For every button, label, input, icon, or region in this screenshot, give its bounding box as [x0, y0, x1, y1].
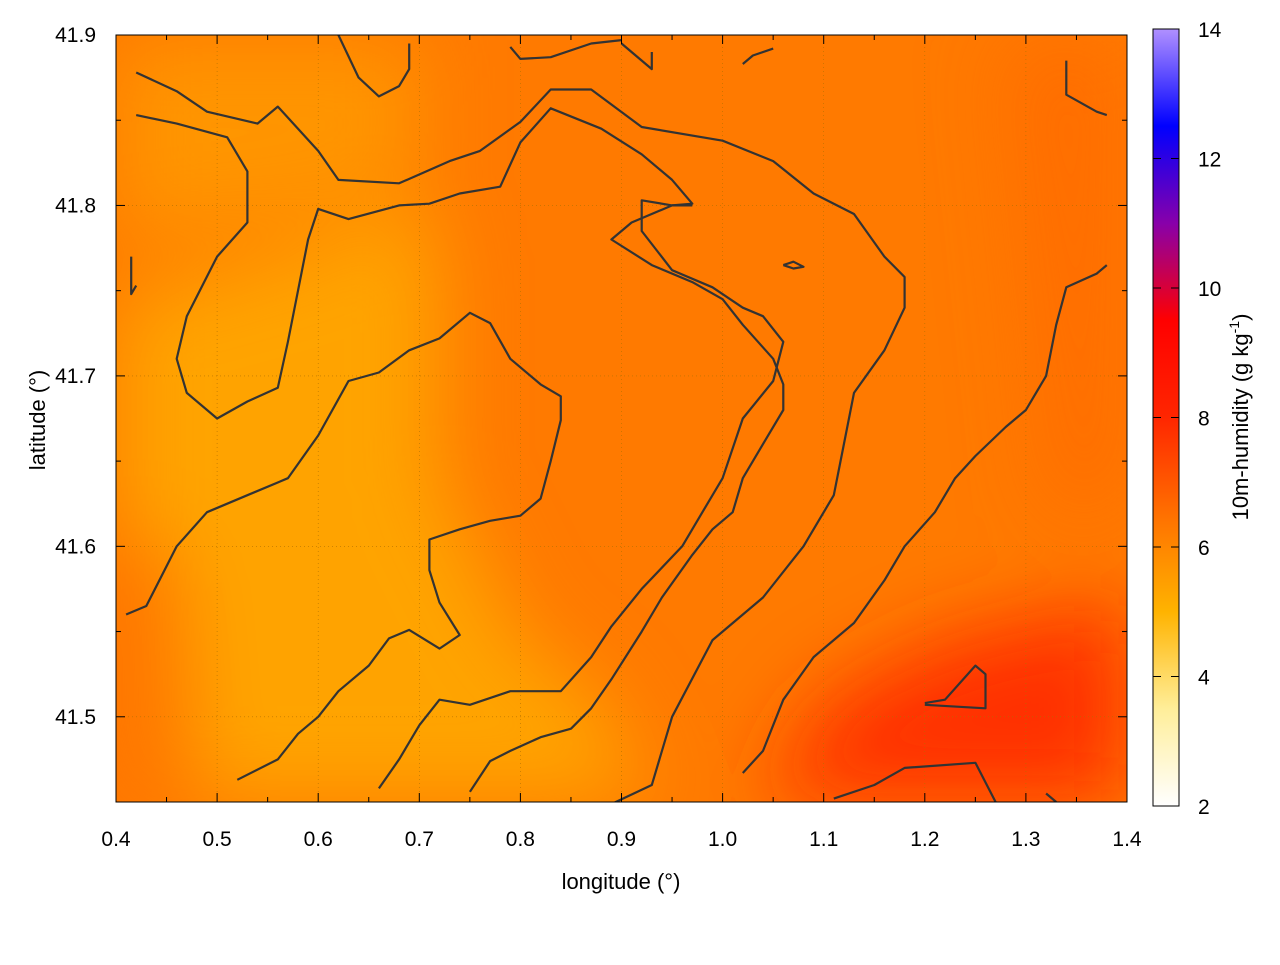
contour-line-c1 [135, 71, 906, 802]
humidity-heatmap [116, 35, 1127, 802]
colorbar-tick-label: 14 [1198, 19, 1222, 42]
y-tick-label: 41.5 [55, 706, 96, 729]
contour-line-c14 [130, 256, 138, 296]
x-tick-label: 0.4 [101, 828, 131, 851]
colorbar-tick-label: 8 [1198, 408, 1210, 431]
contour-lines [125, 35, 1108, 802]
heatmap-zone-east [1000, 40, 1127, 520]
y-axis-title: latitude (°) [25, 370, 50, 471]
contour-line-c12 [1065, 60, 1108, 117]
colorbar-title-sup: -1 [1226, 321, 1242, 334]
x-tick-label: 0.7 [405, 828, 434, 851]
grid [116, 35, 1127, 802]
x-tick-label: 0.8 [506, 828, 535, 851]
contour-line-c8 [337, 35, 411, 98]
x-tick-label: 0.9 [607, 828, 636, 851]
contour-line-c3 [125, 311, 562, 781]
x-tick-label: 1.4 [1112, 828, 1142, 851]
contour-line-c6 [833, 761, 997, 802]
x-tick-label: 1.3 [1011, 828, 1040, 851]
contour-line-c5 [741, 264, 1108, 774]
colorbar-tick-label: 4 [1198, 667, 1210, 690]
y-axis: 41.5 41.6 41.7 41.8 41.9 [55, 24, 1127, 729]
colorbar-title-end: ) [1228, 314, 1253, 321]
contour-line-c10 [620, 42, 653, 71]
contour-line-c15 [1045, 792, 1057, 802]
x-tick-label: 0.6 [304, 828, 333, 851]
heatmap-zone-west [116, 200, 650, 802]
y-tick-label: 41.8 [55, 194, 96, 217]
x-tick-label: 1.1 [809, 828, 838, 851]
x-tick-label: 0.5 [202, 828, 231, 851]
contour-line-c2 [135, 107, 785, 793]
y-tick-label: 41.9 [55, 24, 96, 47]
colorbar-tick-label: 10 [1198, 278, 1221, 301]
colorbar-tick-label: 12 [1198, 149, 1221, 172]
colorbar-tick-label: 2 [1198, 796, 1210, 819]
heatmap-zone-west-north [116, 40, 420, 240]
contour-line-c11 [742, 47, 774, 65]
colorbar-title-main: 10m-humidity (g kg [1228, 333, 1253, 520]
x-axis: 0.4 0.5 0.6 0.7 0.8 0.9 1.0 1.1 1.2 1.3 1.4 [101, 35, 1142, 851]
heatmap-zone-southwest-edge [116, 520, 200, 802]
x-tick-label: 1.2 [910, 828, 939, 851]
contour-line-c13 [782, 260, 805, 270]
x-tick-label: 1.0 [708, 828, 737, 851]
y-tick-label: 41.6 [55, 535, 96, 558]
colorbar-title: 10m-humidity (g kg-1) [1226, 314, 1253, 521]
y-tick-label: 41.7 [55, 365, 96, 388]
colorbar-axis: 2 4 6 8 10 12 14 [1153, 19, 1222, 819]
contour-line-c9 [509, 39, 622, 60]
x-axis-title: longitude (°) [562, 869, 681, 894]
contour-line-c4 [377, 199, 785, 790]
colorbar-tick-label: 6 [1198, 537, 1210, 560]
contour-line-c7 [924, 664, 987, 710]
